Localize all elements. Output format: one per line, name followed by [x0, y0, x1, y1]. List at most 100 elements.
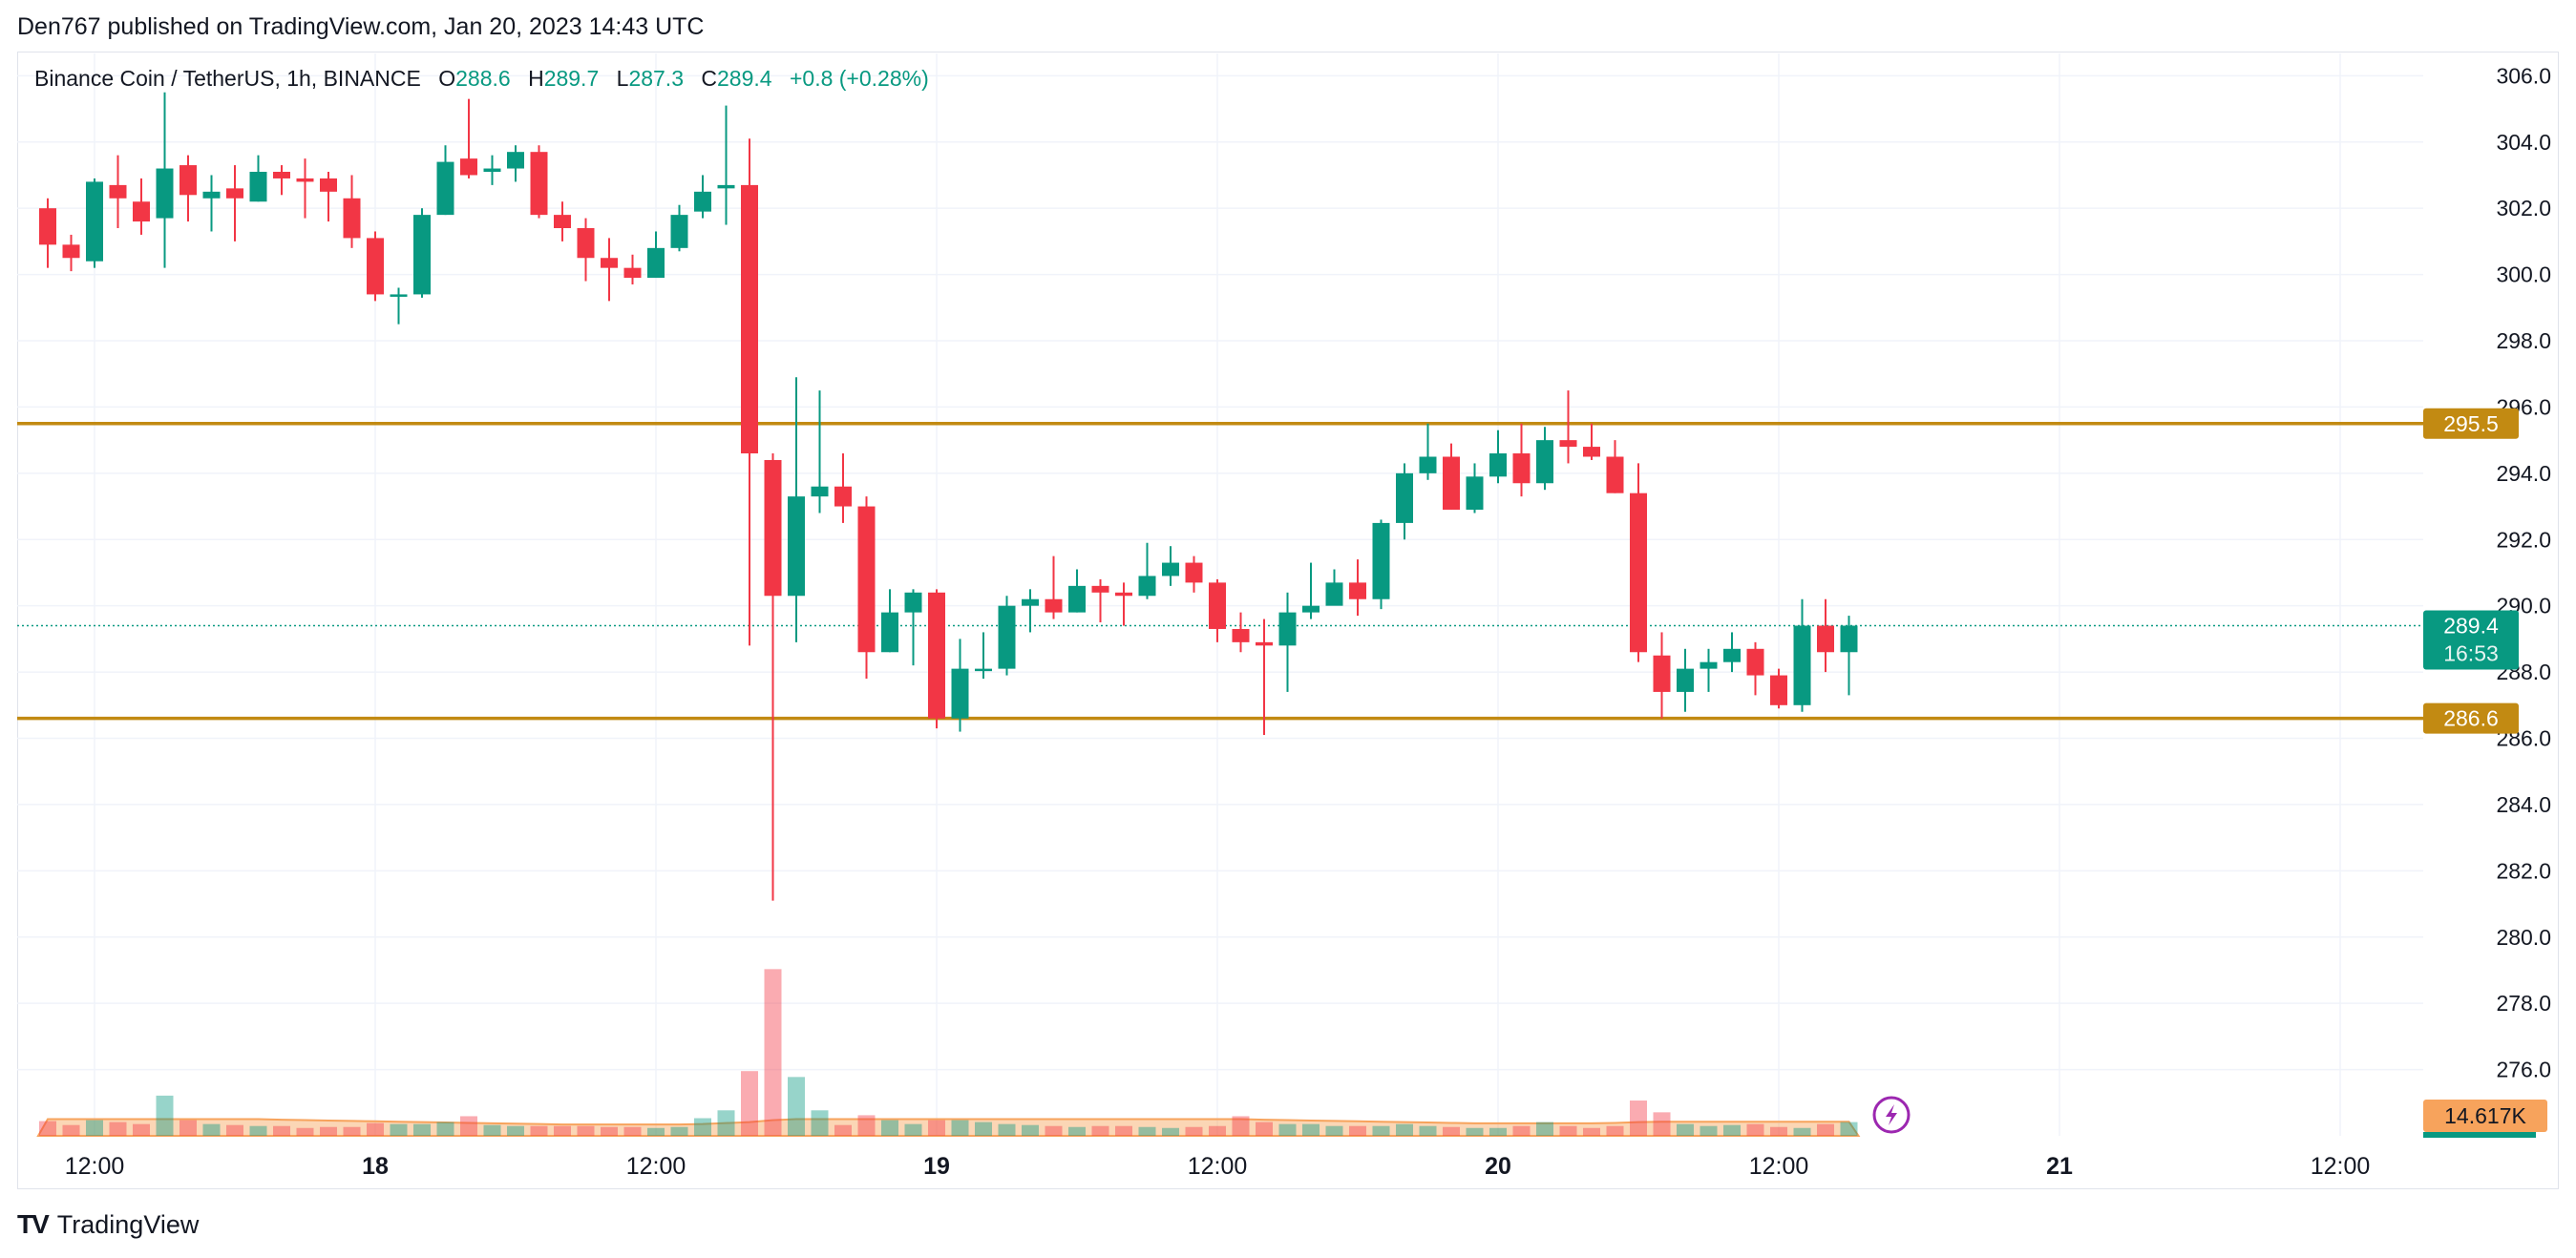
symbol-title[interactable]: Binance Coin / TetherUS, 1h, BINANCE — [34, 66, 421, 91]
volume-bar — [1372, 1125, 1390, 1136]
grid — [17, 53, 2423, 1136]
volume-bar — [1443, 1126, 1460, 1136]
volume-bar — [717, 1110, 735, 1136]
volume-bar — [1302, 1123, 1320, 1136]
high-value: 289.7 — [543, 66, 600, 91]
volume-bar — [1232, 1116, 1250, 1136]
candle-body — [717, 184, 735, 189]
volume-bar — [1489, 1127, 1507, 1136]
volume-bar — [1700, 1125, 1718, 1136]
candle-body — [554, 215, 571, 229]
open-label: O — [438, 66, 456, 91]
volume-bar — [1162, 1127, 1179, 1136]
level-badge — [2423, 408, 2519, 439]
volume-bar — [1256, 1122, 1273, 1136]
candle-body — [1630, 493, 1647, 653]
price-tick-label: 276.0 — [2496, 1058, 2551, 1082]
volume-bar — [741, 1071, 758, 1136]
volume-bar — [202, 1123, 221, 1136]
candle-body — [1419, 456, 1437, 473]
volume-pane — [36, 969, 1861, 1137]
price-tick-label: 294.0 — [2496, 461, 2551, 486]
candle-body — [367, 238, 384, 295]
volume-bar — [343, 1126, 361, 1136]
time-tick-label: 12:00 — [626, 1153, 686, 1180]
candle-body — [623, 267, 642, 279]
price-tick-label: 282.0 — [2496, 858, 2551, 883]
volume-bar — [249, 1125, 267, 1136]
candle-body — [1840, 625, 1858, 653]
volume-bar — [647, 1127, 665, 1136]
time-tick-label: 12:00 — [1749, 1153, 1809, 1180]
candle-body — [577, 228, 595, 259]
volume-bar — [460, 1116, 477, 1136]
volume-bar — [1325, 1125, 1343, 1136]
volume-bar — [928, 1120, 945, 1136]
volume-bar — [436, 1122, 454, 1136]
low-label: L — [616, 66, 629, 91]
volume-bar — [577, 1125, 595, 1136]
volume-bar — [1466, 1127, 1484, 1136]
volume-bar — [1396, 1123, 1413, 1136]
volume-bar — [1817, 1123, 1834, 1136]
volume-badge — [2423, 1100, 2547, 1132]
candle-body — [1606, 456, 1624, 493]
horizontal-levels[interactable] — [17, 422, 2427, 721]
candle-body — [483, 168, 501, 173]
candle-body — [39, 208, 56, 245]
candle-body — [1091, 585, 1109, 593]
volume-bar — [1091, 1125, 1109, 1136]
volume-bar — [1419, 1125, 1437, 1136]
volume-bar — [1022, 1124, 1039, 1136]
candle-body — [811, 486, 829, 497]
volume-bar — [1653, 1112, 1671, 1136]
candle-body — [904, 592, 922, 613]
price-tick-label: 304.0 — [2496, 130, 2551, 155]
countdown-label: 16:53 — [2443, 641, 2499, 666]
candle-body — [343, 198, 361, 239]
lightning-bolt-icon — [1886, 1104, 1897, 1125]
candle-body — [1793, 625, 1811, 705]
time-tick-label: 21 — [2046, 1153, 2073, 1180]
candle-body — [1536, 440, 1553, 484]
volume-bar — [554, 1125, 571, 1136]
candle-body — [1138, 576, 1156, 597]
close-label: C — [701, 66, 718, 91]
volume-bar — [156, 1095, 174, 1136]
volume-bar — [1185, 1126, 1203, 1136]
volume-bar — [1068, 1126, 1086, 1136]
change-value: +0.8 (+0.28%) — [789, 66, 929, 91]
candle-body — [1770, 675, 1787, 705]
candle-body — [1162, 562, 1179, 577]
tradingview-brand[interactable]: TV TradingView — [17, 1209, 199, 1240]
candle-body — [1045, 598, 1063, 613]
publish-header: Den767 published on TradingView.com, Jan… — [17, 13, 705, 40]
candle-body — [1583, 447, 1600, 457]
candle-body — [1256, 641, 1273, 646]
high-label: H — [528, 66, 544, 91]
volume-bar — [834, 1124, 852, 1136]
candle-body — [1723, 648, 1741, 662]
close-value: 289.4 — [717, 66, 772, 91]
time-axis[interactable]: 12:00 18 12:00 19 12:00 20 12:00 21 12:00 — [65, 1153, 2371, 1180]
volume-bar — [1559, 1125, 1577, 1136]
candle-body — [1653, 655, 1671, 692]
chart-frame — [17, 52, 2559, 1189]
current-price-badge — [2423, 610, 2519, 670]
candle-body — [1443, 456, 1460, 511]
candle-body — [460, 158, 477, 176]
candle-body — [133, 201, 150, 222]
volume-bar — [788, 1077, 805, 1136]
candle-body — [249, 172, 267, 202]
price-axis[interactable]: 306.0304.0302.0300.0298.0296.0294.0292.0… — [2496, 63, 2551, 1081]
candle-body — [1068, 585, 1086, 613]
level-badge-label: 295.5 — [2443, 411, 2499, 436]
candle-body — [601, 258, 618, 268]
candle-body — [1700, 661, 1718, 669]
volume-bar — [1349, 1125, 1366, 1136]
volume-ma-area — [36, 1118, 1861, 1137]
candle-body — [1185, 562, 1203, 583]
candle-body — [1022, 598, 1039, 606]
time-tick-label: 20 — [1485, 1153, 1511, 1180]
